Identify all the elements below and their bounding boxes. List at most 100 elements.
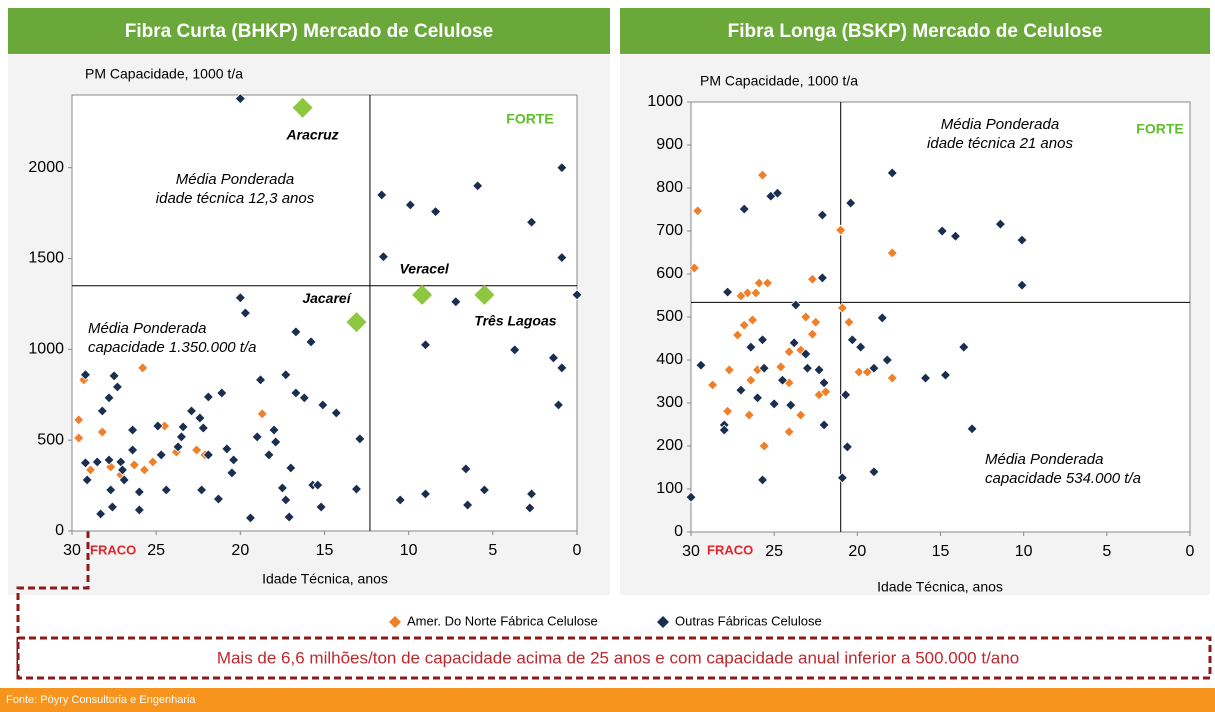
- point: [692, 205, 704, 217]
- point: [868, 466, 880, 478]
- point: [1016, 234, 1028, 246]
- mean-capacity-note: capacidade 1.350.000 t/a: [88, 339, 256, 356]
- point: [95, 508, 107, 520]
- point: [127, 444, 139, 456]
- point: [376, 189, 388, 201]
- point: [758, 440, 770, 452]
- point: [846, 334, 858, 346]
- y-tick-label: 100: [656, 480, 683, 497]
- point: [939, 369, 952, 381]
- y-tick-label: 200: [656, 437, 683, 454]
- point: [806, 328, 818, 340]
- strong-label: FORTE: [506, 111, 553, 127]
- plot-area: [71, 94, 578, 532]
- point: [836, 472, 848, 484]
- point: [556, 362, 568, 374]
- point: [836, 302, 848, 314]
- x-tick-label: 20: [848, 543, 866, 560]
- point: [783, 346, 795, 358]
- point: [524, 502, 536, 514]
- point: [175, 431, 187, 443]
- point: [816, 209, 828, 221]
- connector: [16, 520, 90, 678]
- point: [450, 296, 462, 308]
- point: [462, 499, 474, 511]
- point: [152, 420, 164, 432]
- point: [305, 336, 317, 348]
- point: [106, 501, 118, 513]
- point: [330, 407, 342, 419]
- point: [244, 512, 256, 524]
- y-tick-label: 2000: [28, 159, 64, 176]
- x-tick-label: 20: [231, 542, 249, 559]
- point: [108, 370, 120, 382]
- point: [790, 299, 802, 311]
- point: [79, 457, 92, 469]
- point: [194, 412, 206, 424]
- y-tick-label: 300: [656, 394, 683, 411]
- y-tick-label: 700: [656, 222, 683, 239]
- point: [886, 372, 898, 384]
- point: [768, 398, 780, 410]
- point: [185, 405, 198, 417]
- legend-label: Amer. Do Norte Fábrica Celulose: [407, 613, 598, 628]
- point: [96, 405, 108, 417]
- point: [1016, 279, 1028, 291]
- point: [876, 312, 888, 324]
- point: [283, 511, 295, 523]
- point: [775, 361, 787, 373]
- point: [525, 488, 538, 500]
- y-tick-label: 0: [674, 523, 683, 540]
- point: [202, 391, 214, 403]
- point: [750, 287, 762, 299]
- point: [552, 399, 565, 411]
- point: [525, 216, 538, 228]
- legend-label: Outras Fábricas Celulose: [675, 613, 822, 628]
- point: [756, 474, 769, 486]
- point: [216, 387, 228, 399]
- point: [795, 409, 807, 421]
- point: [137, 362, 149, 374]
- point: [81, 474, 93, 486]
- chart-title: Fibra Curta (BHKP) Mercado de Celulose: [125, 21, 493, 42]
- point: [994, 218, 1006, 230]
- point: [221, 443, 233, 455]
- point: [228, 454, 240, 466]
- point: [738, 319, 750, 331]
- highlight-point: [412, 284, 433, 305]
- point: [813, 364, 825, 376]
- mean-age-note: idade técnica 12,3 anos: [156, 190, 315, 207]
- point: [254, 374, 267, 386]
- point: [776, 374, 789, 386]
- y-tick-label: 900: [656, 136, 683, 153]
- point: [177, 421, 189, 433]
- point: [688, 262, 700, 274]
- point: [234, 292, 246, 304]
- chart-title: Fibra Longa (BSKP) Mercado de Celulose: [728, 21, 1103, 42]
- point: [722, 405, 734, 417]
- point: [160, 484, 172, 496]
- point: [800, 348, 812, 360]
- point: [116, 464, 129, 476]
- y-axis-label: PM Capacidade, 1000 t/a: [85, 66, 243, 82]
- point: [735, 384, 747, 396]
- point: [239, 307, 251, 319]
- point: [771, 187, 784, 199]
- point: [256, 408, 268, 420]
- point: [788, 337, 800, 349]
- highlight-label: Aracruz: [286, 126, 339, 142]
- strong-label: FORTE: [1136, 121, 1183, 137]
- point: [317, 399, 329, 411]
- point: [79, 369, 92, 381]
- point: [155, 449, 167, 461]
- point: [958, 341, 970, 353]
- point: [172, 441, 184, 453]
- point: [547, 352, 559, 364]
- point: [138, 464, 150, 476]
- point: [745, 341, 757, 353]
- highlight-label: Veracel: [399, 261, 449, 277]
- point: [430, 206, 442, 218]
- point: [84, 464, 97, 476]
- point: [472, 180, 484, 192]
- point: [263, 449, 275, 461]
